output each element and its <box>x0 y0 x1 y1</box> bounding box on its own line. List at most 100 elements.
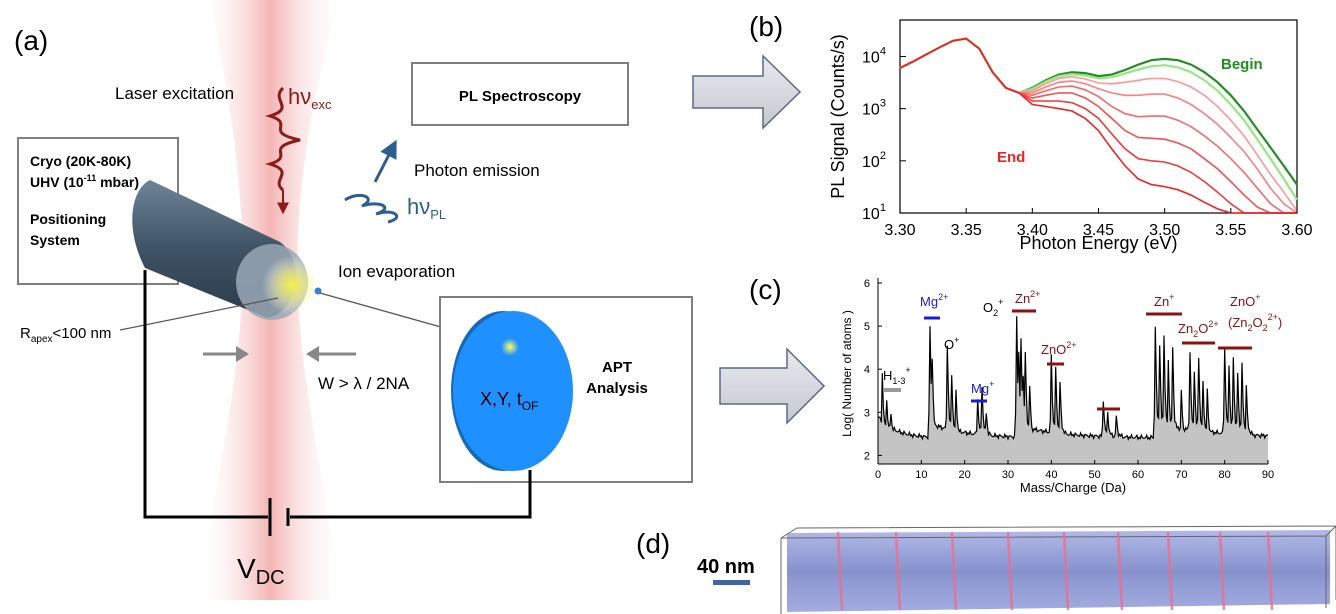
mass-spectrum-line <box>877 316 1268 442</box>
pl-x-tick-label: 3.60 <box>1281 222 1312 239</box>
detector-hit-icon <box>501 338 519 356</box>
ms-x-tick-label: 50 <box>1089 469 1101 481</box>
circuit-wire-right <box>290 470 532 519</box>
panel-d: (d) 40 nm <box>636 525 1336 614</box>
probe-layer-8 <box>1218 531 1226 611</box>
pl-x-tick-label: 3.50 <box>1149 222 1180 239</box>
mg2-label: Mg2+ <box>920 292 948 309</box>
scale-bar-label: 40 nm <box>697 556 755 578</box>
apt-line1: APT <box>602 359 632 376</box>
tip-glow <box>262 255 322 315</box>
width-condition-label: W > λ / 2NA <box>318 374 410 393</box>
apt-line2: Analysis <box>586 380 648 397</box>
photon-emission-label: Photon emission <box>414 161 540 180</box>
probe-layer-2 <box>894 531 902 611</box>
xyt-label: X,Y, tOF <box>480 389 538 413</box>
panel-d-label: (d) <box>636 528 670 559</box>
width-arrowhead-right <box>306 346 319 362</box>
ms-x-tick-label: 70 <box>1175 469 1187 481</box>
panel-b-label: (b) <box>749 11 783 42</box>
pl-spectroscopy-box <box>411 62 629 126</box>
ms-y-tick-label: 4 <box>864 364 870 376</box>
ms-x-tick-label: 30 <box>1002 469 1014 481</box>
ms-x-axis-label: Mass/Charge (Da) <box>1020 480 1126 495</box>
ms-y-tick-label: 6 <box>864 278 870 290</box>
probe-layer-6 <box>1116 531 1124 611</box>
pl-x-tick-label: 3.55 <box>1215 222 1246 239</box>
panel-c: (c) 0 10 20 30 40 50 60 70 80 90 2 3 4 5 6 Mass/Charge … <box>749 274 1282 495</box>
zno2-label: ZnO2+ <box>1041 340 1077 357</box>
probe-layer-7 <box>1166 531 1174 611</box>
vdc-label: VDC <box>237 553 285 589</box>
pl-y-tick-label: 102 <box>862 150 886 171</box>
pl-end-label: End <box>997 149 1025 166</box>
pl-y-axis-label: PL Signal (Counts/s) <box>828 34 848 198</box>
width-arrowhead-left <box>236 346 249 362</box>
ms-y-tick-label: 3 <box>864 407 870 419</box>
pl-x-tick-label: 3.35 <box>951 222 982 239</box>
zn2o2-label: (Zn2O22+) <box>1228 312 1282 333</box>
pl-x-tick-label: 3.40 <box>1017 222 1048 239</box>
panel-a: (a) Laser excitation hνexc PL Spectrosco… <box>14 0 693 600</box>
zn2-label: Zn2+ <box>1015 289 1040 306</box>
positioning-line2: System <box>30 232 80 248</box>
rapex-label: Rapex<100 nm <box>20 325 111 345</box>
probe-reconstruction <box>787 530 1330 612</box>
ms-x-tick-label: 0 <box>875 469 881 481</box>
hv-exc-label: hνexc <box>288 84 332 112</box>
probe-layer-5 <box>1062 531 1070 611</box>
arrow-to-c <box>719 347 826 425</box>
evaporated-ion-icon <box>314 287 322 295</box>
pl-chart: 3.30 3.35 3.40 3.45 3.50 3.55 3.60 101 102 103 104… <box>828 19 1313 253</box>
mass-spectrum-fill <box>878 316 1268 464</box>
ms-x-tick-label: 60 <box>1132 469 1144 481</box>
pl-x-tick-label: 3.45 <box>1083 222 1114 239</box>
pl-y-tick-label: 103 <box>862 98 886 119</box>
pl-wave-icon <box>344 193 399 224</box>
ms-y-axis-label: Log( Number of atoms ) <box>840 310 854 437</box>
probe-layer-1 <box>836 531 844 611</box>
probe-layer-9 <box>1266 531 1274 611</box>
ms-y-tick-label: 5 <box>864 321 870 333</box>
o2-label: O2+ <box>983 297 1003 318</box>
pl-spectroscopy-label: PL Spectroscopy <box>459 88 582 105</box>
panel-c-label: (c) <box>749 274 782 305</box>
zn2o-label: Zn2O2+ <box>1178 319 1219 339</box>
pl-x-axis-label: Photon Energy (eV) <box>1019 233 1177 253</box>
panel-a-label: (a) <box>14 25 48 56</box>
ms-y-tick-label: 2 <box>864 450 870 462</box>
panel-b: (b) 3.30 3.35 3.40 3.45 3.50 3.55 3.60 101 102 10… <box>749 11 1313 253</box>
ms-x-tick-label: 10 <box>915 469 927 481</box>
hv-pl-label: hνPL <box>407 194 446 222</box>
mass-spectrum-chart: 0 10 20 30 40 50 60 70 80 90 2 3 4 5 6 Mass/Charge (Da)… <box>840 278 1274 495</box>
laser-excitation-label: Laser excitation <box>115 84 234 103</box>
ms-x-tick-label: 40 <box>1045 469 1057 481</box>
ms-x-tick-label: 90 <box>1262 469 1274 481</box>
h-label: H1-3+ <box>883 365 911 386</box>
cryo-line2: UHV (10-11 mbar) <box>30 173 139 190</box>
mg1-label: Mg+ <box>971 379 994 396</box>
cryo-line1: Cryo (20K-80K) <box>30 153 131 169</box>
probe-layer-3 <box>950 531 958 611</box>
positioning-line1: Positioning <box>30 211 106 227</box>
arrow-to-b <box>692 54 802 130</box>
ion-evaporation-label: Ion evaporation <box>338 262 455 281</box>
detector-disc <box>453 311 573 471</box>
o-label: O+ <box>944 335 959 352</box>
pl-y-tick-label: 101 <box>862 202 886 223</box>
pl-x-tick-label: 3.30 <box>884 222 915 239</box>
ms-x-tick-label: 80 <box>1219 469 1231 481</box>
emission-arrow <box>373 139 397 183</box>
zn1-label: Zn+ <box>1154 292 1174 309</box>
pl-begin-label: Begin <box>1221 56 1263 73</box>
ms-x-tick-label: 20 <box>959 469 971 481</box>
scale-bar <box>713 580 750 585</box>
circuit-wire-left <box>143 270 268 519</box>
pl-y-tick-label: 104 <box>862 45 886 66</box>
pl-plot-frame <box>899 19 1298 214</box>
range-markers <box>883 309 1252 411</box>
probe-layers <box>836 531 1274 611</box>
probe-outline <box>780 525 1336 614</box>
zno1-label: ZnO+ <box>1230 292 1261 309</box>
